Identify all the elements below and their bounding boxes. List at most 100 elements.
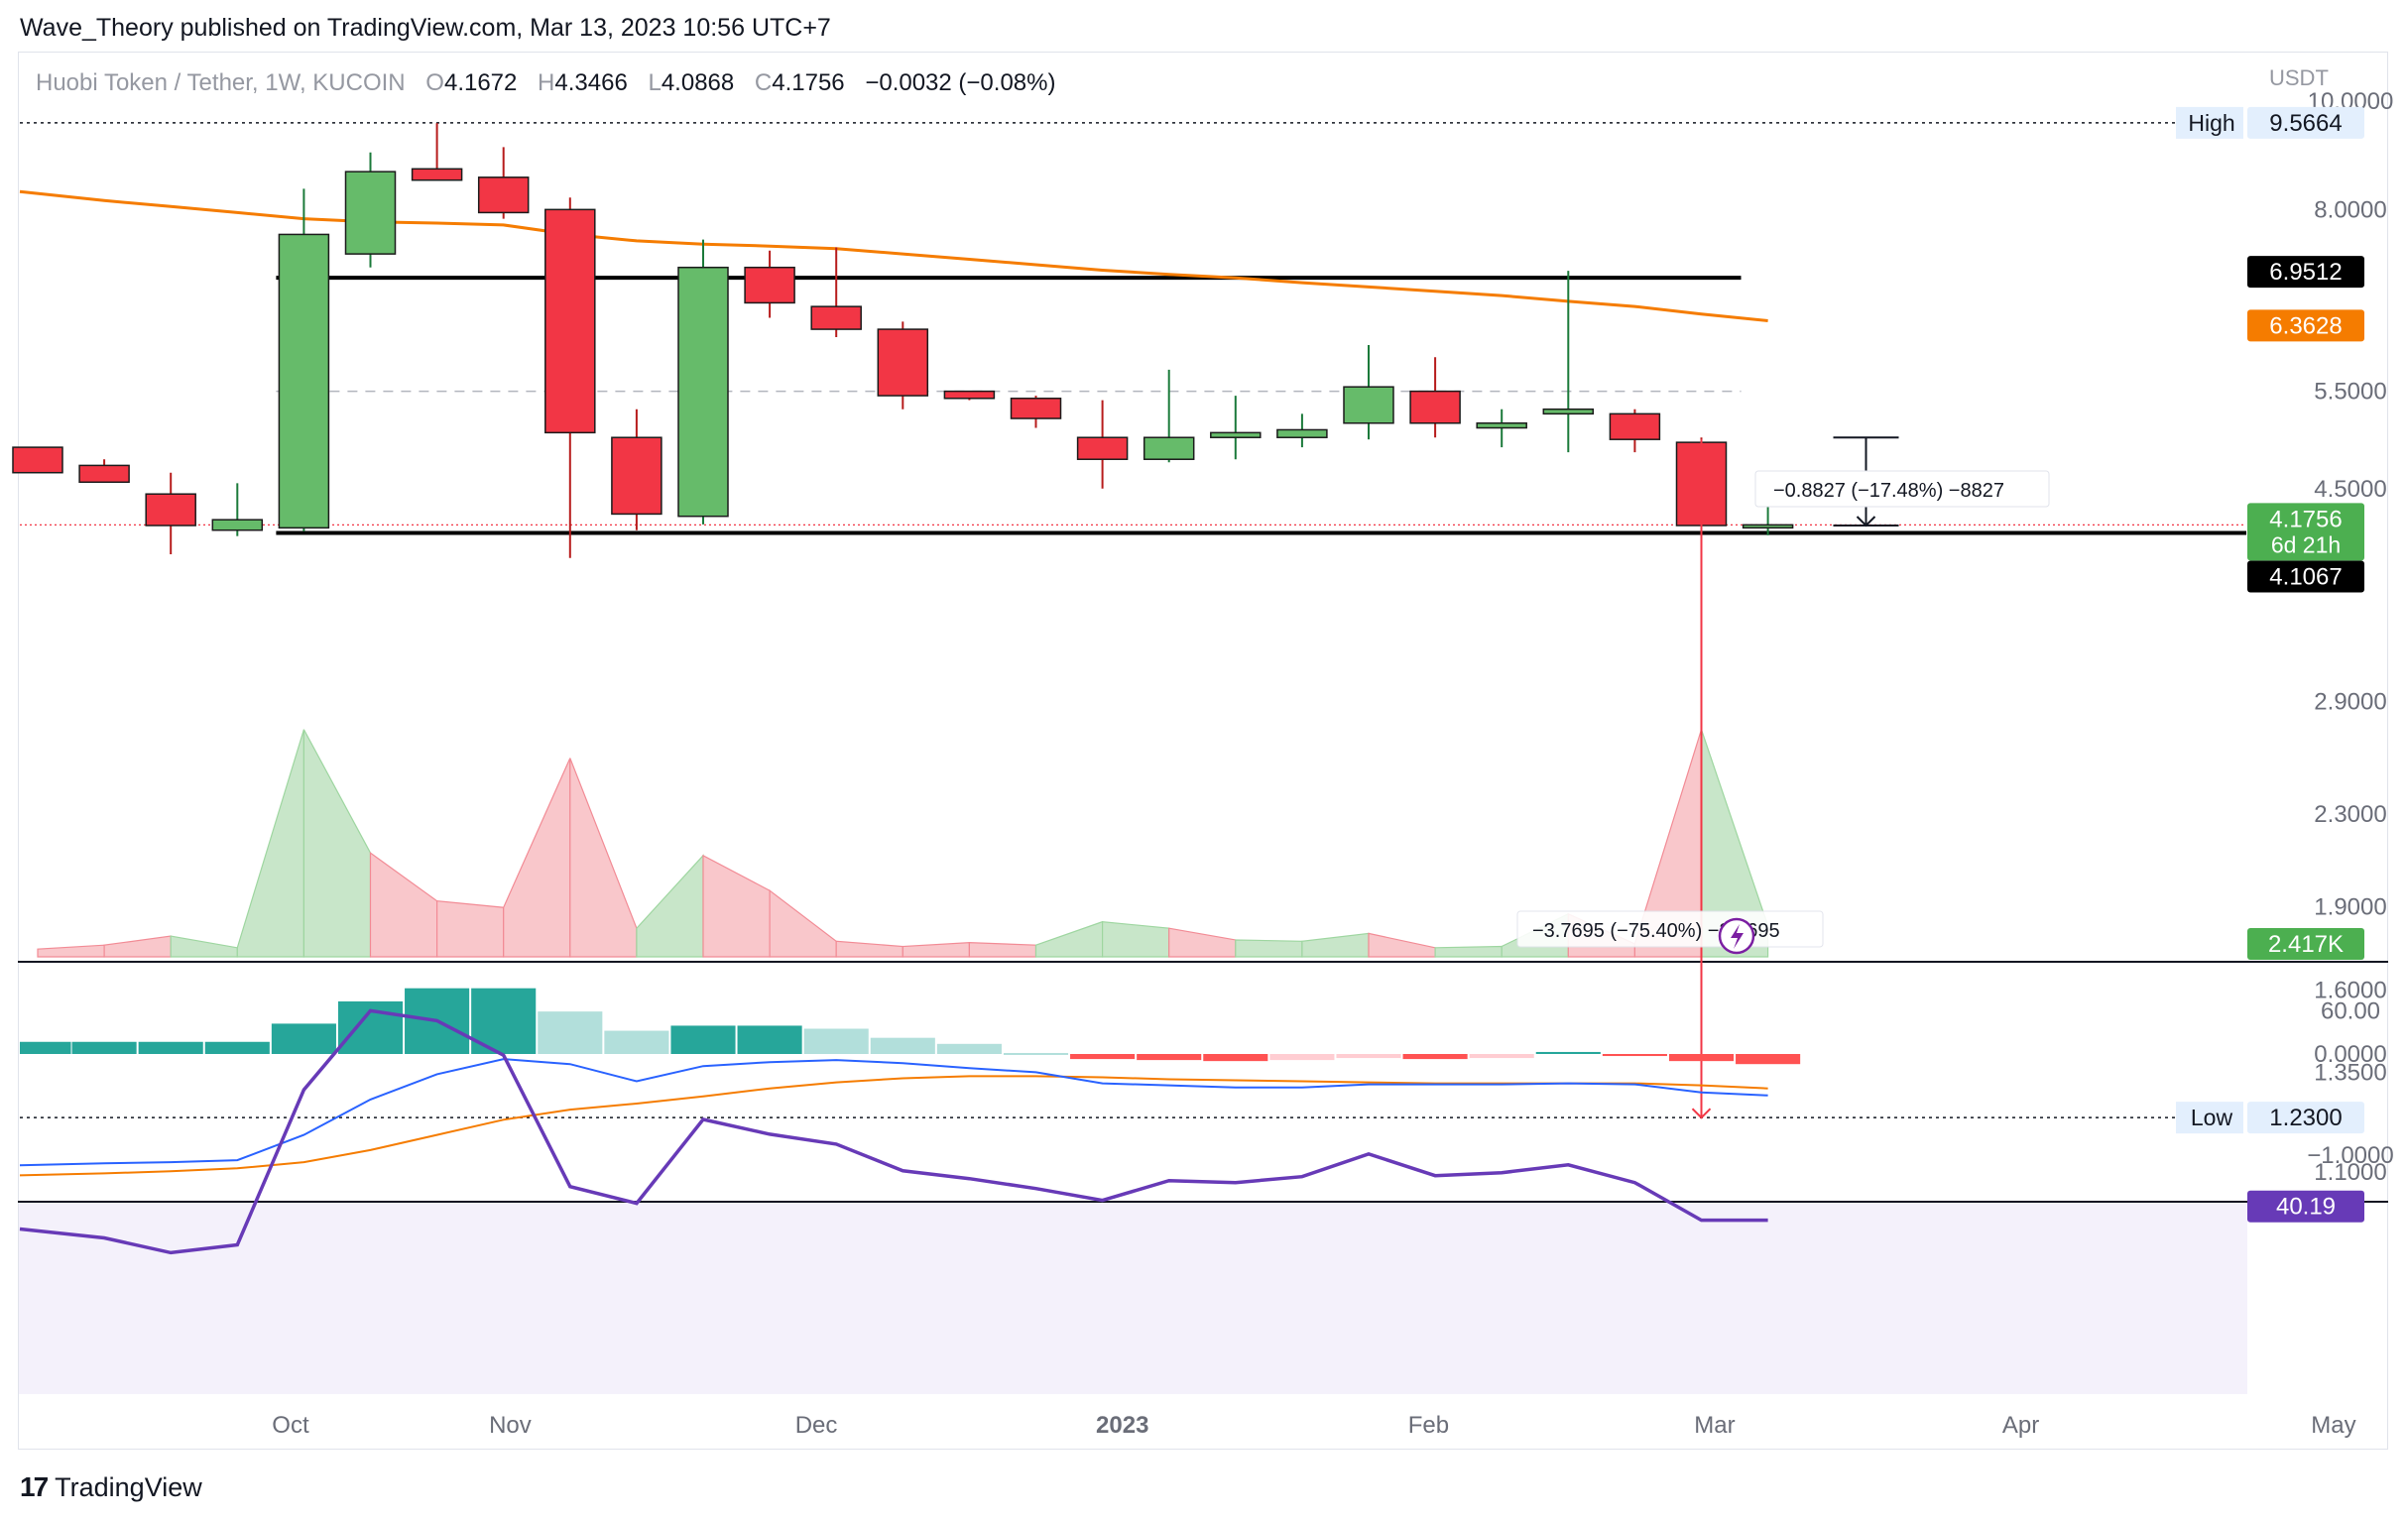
time-tick-label: 2023 (1096, 1412, 1148, 1439)
macd-histogram-bar (670, 1025, 735, 1054)
chart-legend: Huobi Token / Tether, 1W, KUCOIN O4.1672… (36, 69, 1055, 97)
time-tick-label: Oct (272, 1412, 309, 1439)
volume-area (38, 730, 1768, 957)
volume-segment (1369, 933, 1435, 957)
ema-label-value: 6.3628 (2269, 312, 2342, 339)
candle-body (1144, 437, 1194, 459)
volume-segment (836, 941, 903, 957)
candle-body (745, 268, 794, 303)
volume-segment (371, 853, 437, 957)
macd-histogram-bar (1137, 1054, 1201, 1060)
macd-histogram-bar (20, 1042, 71, 1054)
candle-body (1277, 429, 1327, 437)
low-label-text: Low (2191, 1105, 2233, 1130)
low-value: 4.0868 (662, 69, 734, 96)
volume-segment (903, 943, 969, 957)
candle-body (1078, 437, 1128, 459)
measure-annotation-1: −0.8827 (−17.48%) −8827 (1773, 480, 2004, 502)
high-value: 4.3466 (554, 69, 627, 96)
price-tick-label: 1.9000 (2314, 893, 2386, 920)
candle-body (212, 520, 262, 530)
macd-tick-label: 0.0000 (2314, 1041, 2386, 1068)
macd-histogram-bar (871, 1038, 935, 1054)
candle-body (1543, 410, 1593, 414)
price-tick-label: 8.0000 (2314, 196, 2386, 223)
volume-segment (237, 730, 303, 957)
low-label: L (648, 69, 661, 96)
macd-histogram-bar (1470, 1054, 1534, 1058)
candle-body (346, 172, 396, 254)
candlesticks (13, 123, 1793, 1117)
volume-segment (104, 936, 171, 957)
rsi-background (19, 1202, 2247, 1394)
volume-segment (637, 856, 703, 957)
candle-body (1344, 387, 1393, 423)
resistance-label-value: 6.9512 (2269, 259, 2342, 286)
candle-body (1610, 413, 1659, 439)
high-label-value: 9.5664 (2269, 110, 2342, 137)
candle-body (1744, 525, 1793, 527)
volume-segment (1103, 922, 1169, 957)
macd-panel (20, 989, 1800, 1176)
macd-histogram-bar (538, 1011, 602, 1054)
rsi-label-value: 40.19 (2276, 1194, 2336, 1221)
tradingview-brand[interactable]: 17 TradingView (20, 1471, 202, 1503)
candle-body (678, 268, 728, 517)
open-label: O (425, 69, 444, 96)
support-label-value: 4.1067 (2269, 563, 2342, 590)
macd-histogram-bar (272, 1023, 336, 1054)
volume-segment (1302, 933, 1369, 957)
time-tick-label: Dec (795, 1412, 838, 1439)
candle-body (479, 177, 529, 213)
macd-line (20, 1059, 1768, 1165)
low-label-value: 1.2300 (2269, 1105, 2342, 1131)
price-tick-label: 2.9000 (2314, 689, 2386, 716)
macd-histogram-bar (1336, 1054, 1400, 1058)
close-value: 4.1756 (772, 69, 844, 96)
macd-histogram-bar (804, 1029, 869, 1055)
candle-body (545, 209, 595, 432)
open-value: 4.1672 (444, 69, 517, 96)
volume-segment (570, 759, 637, 957)
candle-body (1012, 399, 1061, 418)
volume-segment (171, 936, 237, 957)
measurement-annotations: −0.8827 (−17.48%) −8827−3.7695 (−75.40%)… (1517, 437, 2049, 1117)
macd-signal-line (20, 1076, 1768, 1175)
candle-body (1410, 392, 1460, 423)
rsi-tick-label: 60.00 (2321, 997, 2380, 1024)
macd-histogram-bar (604, 1031, 668, 1054)
currency-label: USDT (2269, 65, 2329, 91)
symbol-title: Huobi Token / Tether, 1W, KUCOIN (36, 69, 406, 96)
volume-segment (303, 730, 370, 957)
macd-histogram-bar (139, 1042, 203, 1054)
volume-label-value: 2.417K (2268, 931, 2344, 958)
macd-histogram-bar (738, 1025, 802, 1054)
macd-histogram-bar (1203, 1054, 1267, 1061)
price-tick-label: 4.5000 (2314, 476, 2386, 503)
volume-segment (1036, 922, 1103, 957)
candle-body (13, 447, 62, 473)
candle-body (1211, 432, 1261, 437)
candle-body (413, 169, 462, 179)
volume-segment (1169, 928, 1236, 957)
macd-histogram-bar (1004, 1053, 1068, 1055)
candle-body (612, 437, 662, 514)
macd-histogram-bar (1536, 1052, 1601, 1054)
last-price-label-sub: 6d 21h (2271, 531, 2341, 557)
volume-segment (1435, 947, 1502, 957)
volume-segment (969, 943, 1035, 957)
candle-body (1477, 423, 1526, 428)
volume-segment (770, 890, 836, 957)
candle-body (878, 329, 927, 396)
high-label: H (538, 69, 554, 96)
macd-histogram-bar (1269, 1054, 1334, 1060)
price-tick-label: 5.5000 (2314, 379, 2386, 406)
time-tick-label: Apr (2002, 1412, 2039, 1439)
candle-body (279, 234, 328, 527)
macd-histogram-bar (1403, 1054, 1468, 1059)
macd-histogram-bar (937, 1044, 1002, 1054)
close-label: C (755, 69, 772, 96)
high-label-text: High (2188, 110, 2234, 136)
volume-segment (38, 945, 104, 957)
